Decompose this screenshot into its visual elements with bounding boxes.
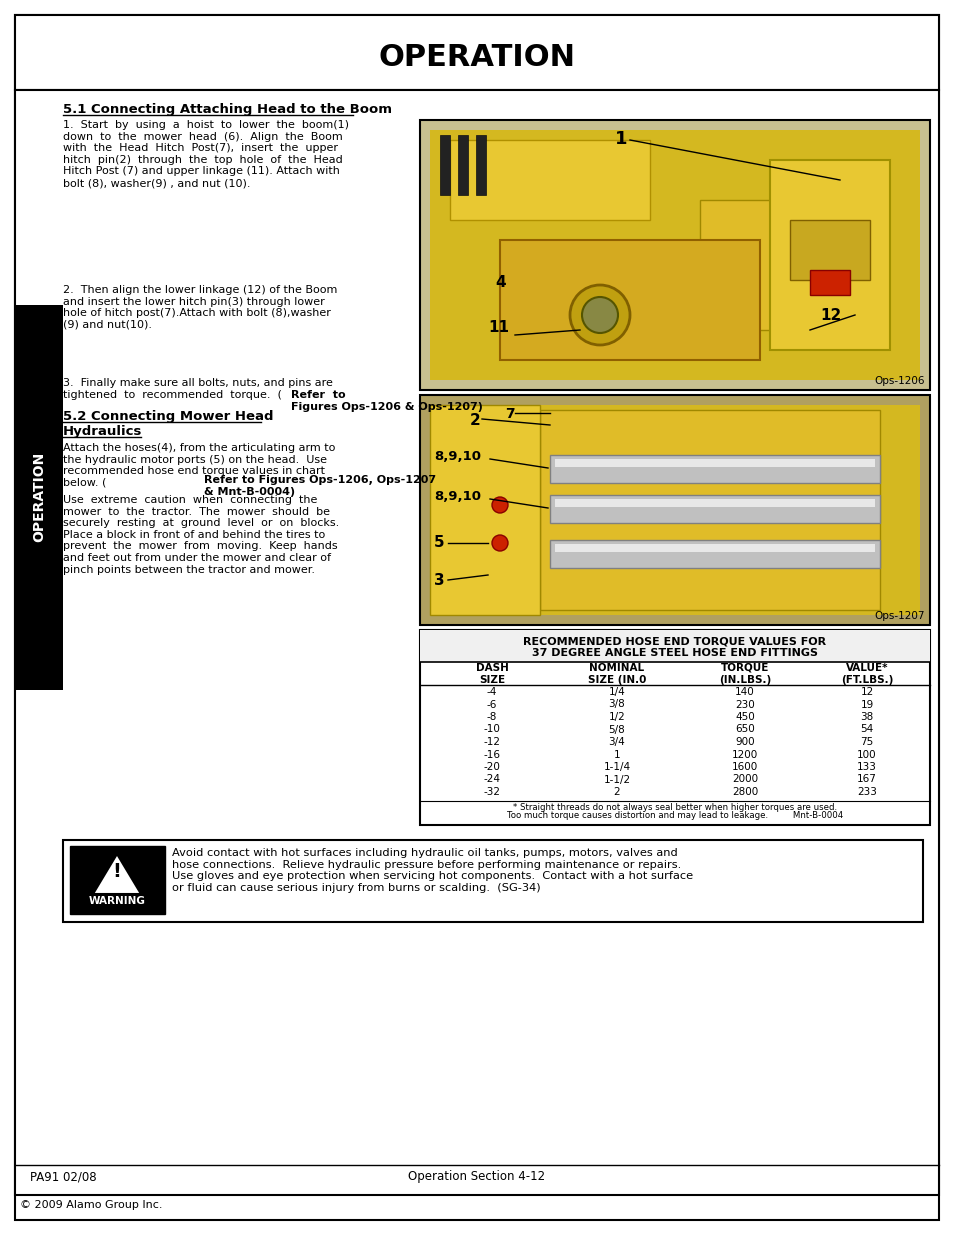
Text: NOMINAL
SIZE (IN.0: NOMINAL SIZE (IN.0 [587, 663, 645, 684]
Text: Avoid contact with hot surfaces including hydraulic oil tanks, pumps, motors, va: Avoid contact with hot surfaces includin… [172, 848, 693, 893]
Text: 7: 7 [504, 408, 514, 421]
Text: 38: 38 [860, 713, 873, 722]
Text: WARNING: WARNING [89, 897, 145, 906]
Text: !: ! [112, 862, 121, 881]
Bar [430, 130, 919, 380]
Text: 2000: 2000 [731, 774, 758, 784]
Bar [555, 499, 874, 508]
Text: OPERATION: OPERATION [32, 452, 46, 542]
Text: -4: -4 [486, 687, 497, 697]
Text: -6: -6 [486, 699, 497, 709]
Bar [550, 454, 879, 483]
Text: 5.1 Connecting Attaching Head to the Boom: 5.1 Connecting Attaching Head to the Boo… [63, 103, 392, 116]
Bar [769, 161, 889, 350]
Text: 37 DEGREE ANGLE STEEL HOSE END FITTINGS: 37 DEGREE ANGLE STEEL HOSE END FITTINGS [532, 648, 817, 658]
Text: -12: -12 [483, 737, 500, 747]
Text: 2: 2 [470, 412, 480, 429]
Text: 12: 12 [860, 687, 873, 697]
Bar [419, 120, 929, 390]
Text: 2: 2 [613, 787, 619, 797]
Text: 1.  Start  by  using  a  hoist  to  lower  the  boom(1)
down  to  the  mower  he: 1. Start by using a hoist to lower the b… [63, 120, 349, 188]
Text: -20: -20 [483, 762, 500, 772]
Bar [63, 840, 923, 923]
Bar [15, 15, 938, 90]
Text: 233: 233 [856, 787, 876, 797]
Text: 1-1/2: 1-1/2 [603, 774, 630, 784]
Text: RECOMMENDED HOSE END TORQUE VALUES FOR: RECOMMENDED HOSE END TORQUE VALUES FOR [523, 637, 825, 647]
Bar [15, 305, 63, 690]
Text: 650: 650 [735, 725, 754, 735]
Bar [700, 200, 879, 330]
Text: 11: 11 [488, 320, 509, 335]
Text: Hydraulics: Hydraulics [63, 425, 142, 438]
Text: 167: 167 [856, 774, 876, 784]
Text: 3/4: 3/4 [608, 737, 625, 747]
Text: * Straight threads do not always seal better when higher torques are used.: * Straight threads do not always seal be… [513, 803, 836, 811]
Bar [450, 140, 649, 220]
Bar [550, 495, 879, 522]
Text: 1: 1 [615, 130, 627, 148]
Text: 1-1/4: 1-1/4 [603, 762, 630, 772]
Bar [15, 90, 938, 1195]
Bar [476, 135, 485, 195]
Bar [457, 135, 468, 195]
Text: Attach the hoses(4), from the articulating arm to
the hydraulic motor ports (5) : Attach the hoses(4), from the articulati… [63, 443, 335, 488]
Text: 100: 100 [857, 750, 876, 760]
Bar [439, 135, 450, 195]
Bar [550, 540, 879, 568]
Text: 2800: 2800 [731, 787, 758, 797]
Text: 8,9,10: 8,9,10 [434, 490, 480, 503]
Text: -32: -32 [483, 787, 500, 797]
Text: Too much torque causes distortion and may lead to leakage.         Mnt-B-0004: Too much torque causes distortion and ma… [506, 810, 842, 820]
Text: DASH
SIZE: DASH SIZE [475, 663, 508, 684]
Text: 5: 5 [434, 535, 444, 550]
Text: Refer to Figures Ops-1206, Ops-1207
& Mnt-B-0004): Refer to Figures Ops-1206, Ops-1207 & Mn… [204, 475, 436, 496]
Text: 12: 12 [820, 308, 841, 324]
Text: PA91 02/08: PA91 02/08 [30, 1170, 96, 1183]
Text: © 2009 Alamo Group Inc.: © 2009 Alamo Group Inc. [20, 1200, 162, 1210]
Text: Ops-1207: Ops-1207 [874, 611, 924, 621]
Bar [430, 405, 919, 615]
Text: TORQUE
(IN.LBS.): TORQUE (IN.LBS.) [719, 663, 770, 684]
Text: 230: 230 [735, 699, 754, 709]
Polygon shape [92, 853, 141, 894]
Bar [555, 543, 874, 552]
Text: 5/8: 5/8 [608, 725, 625, 735]
Bar [539, 410, 879, 610]
Text: Ops-1206: Ops-1206 [874, 375, 924, 387]
Text: 140: 140 [735, 687, 754, 697]
Bar [499, 240, 760, 359]
Text: Use  extreme  caution  when  connecting  the
mower  to  the  tractor.  The  mowe: Use extreme caution when connecting the … [63, 495, 339, 574]
Text: 450: 450 [735, 713, 754, 722]
Text: 3/8: 3/8 [608, 699, 625, 709]
Text: 8,9,10: 8,9,10 [434, 450, 480, 463]
Text: Operation Section 4-12: Operation Section 4-12 [408, 1170, 545, 1183]
Bar [419, 630, 929, 662]
Bar [555, 459, 874, 467]
Text: -8: -8 [486, 713, 497, 722]
Text: 19: 19 [860, 699, 873, 709]
Bar [430, 405, 539, 615]
Circle shape [569, 285, 629, 345]
Text: 1200: 1200 [731, 750, 758, 760]
Circle shape [492, 496, 507, 513]
Text: 75: 75 [860, 737, 873, 747]
Text: 1/4: 1/4 [608, 687, 625, 697]
Text: Refer  to
Figures Ops-1206 & Ops-1207): Refer to Figures Ops-1206 & Ops-1207) [291, 390, 482, 411]
Circle shape [492, 535, 507, 551]
Circle shape [581, 296, 618, 333]
Bar [419, 630, 929, 825]
Text: 3: 3 [434, 573, 444, 588]
Text: -16: -16 [483, 750, 500, 760]
Text: VALUE*
(FT.LBS.): VALUE* (FT.LBS.) [840, 663, 892, 684]
Text: 2.  Then align the lower linkage (12) of the Boom
and insert the lower hitch pin: 2. Then align the lower linkage (12) of … [63, 285, 337, 330]
Text: -10: -10 [483, 725, 500, 735]
Text: 4: 4 [495, 275, 505, 290]
Text: 900: 900 [735, 737, 754, 747]
Bar [419, 395, 929, 625]
Text: OPERATION: OPERATION [378, 42, 575, 72]
Text: 1600: 1600 [731, 762, 758, 772]
Bar [70, 846, 165, 914]
Bar [809, 270, 849, 295]
Text: 1: 1 [613, 750, 619, 760]
